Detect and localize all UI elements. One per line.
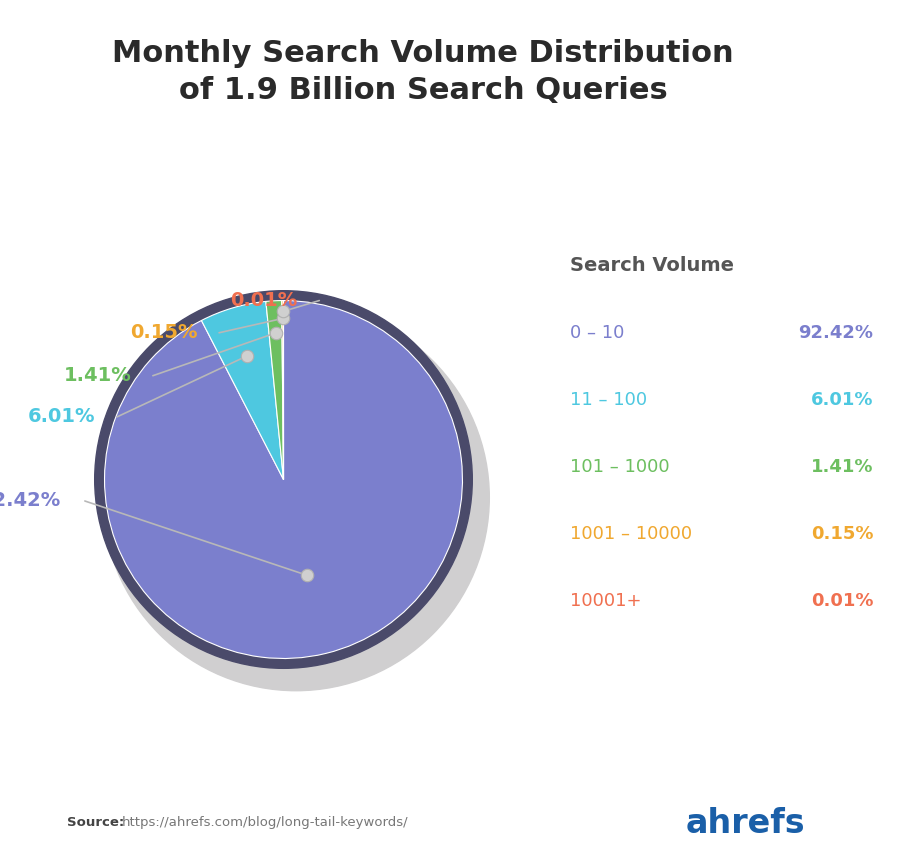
Text: Search Volume: Search Volume — [571, 257, 734, 276]
Wedge shape — [104, 301, 463, 658]
Text: 92.42%: 92.42% — [798, 324, 873, 341]
Text: Monthly Search Volume Distribution
of 1.9 Billion Search Queries: Monthly Search Volume Distribution of 1.… — [112, 39, 734, 105]
Wedge shape — [282, 301, 284, 480]
Text: 10001+: 10001+ — [571, 592, 642, 610]
Wedge shape — [266, 301, 284, 480]
Circle shape — [94, 290, 473, 669]
Text: 11 – 100: 11 – 100 — [571, 391, 647, 409]
Text: 0 – 10: 0 – 10 — [571, 324, 625, 341]
Text: 1001 – 10000: 1001 – 10000 — [571, 525, 692, 543]
Wedge shape — [202, 302, 284, 480]
Text: 1.41%: 1.41% — [64, 366, 131, 385]
Text: 1.41%: 1.41% — [811, 458, 873, 476]
Text: 6.01%: 6.01% — [28, 408, 95, 426]
Text: 92.42%: 92.42% — [0, 492, 59, 511]
Text: 6.01%: 6.01% — [811, 391, 873, 409]
Text: 0.15%: 0.15% — [130, 323, 198, 342]
Text: 101 – 1000: 101 – 1000 — [571, 458, 670, 476]
Circle shape — [103, 304, 490, 690]
Text: 0.15%: 0.15% — [811, 525, 873, 543]
Text: ahrefs: ahrefs — [686, 807, 806, 840]
Text: 0.01%: 0.01% — [230, 291, 298, 310]
Text: Source:: Source: — [68, 816, 125, 829]
Text: 0.01%: 0.01% — [811, 592, 873, 610]
Text: https://ahrefs.com/blog/long-tail-keywords/: https://ahrefs.com/blog/long-tail-keywor… — [122, 816, 408, 829]
